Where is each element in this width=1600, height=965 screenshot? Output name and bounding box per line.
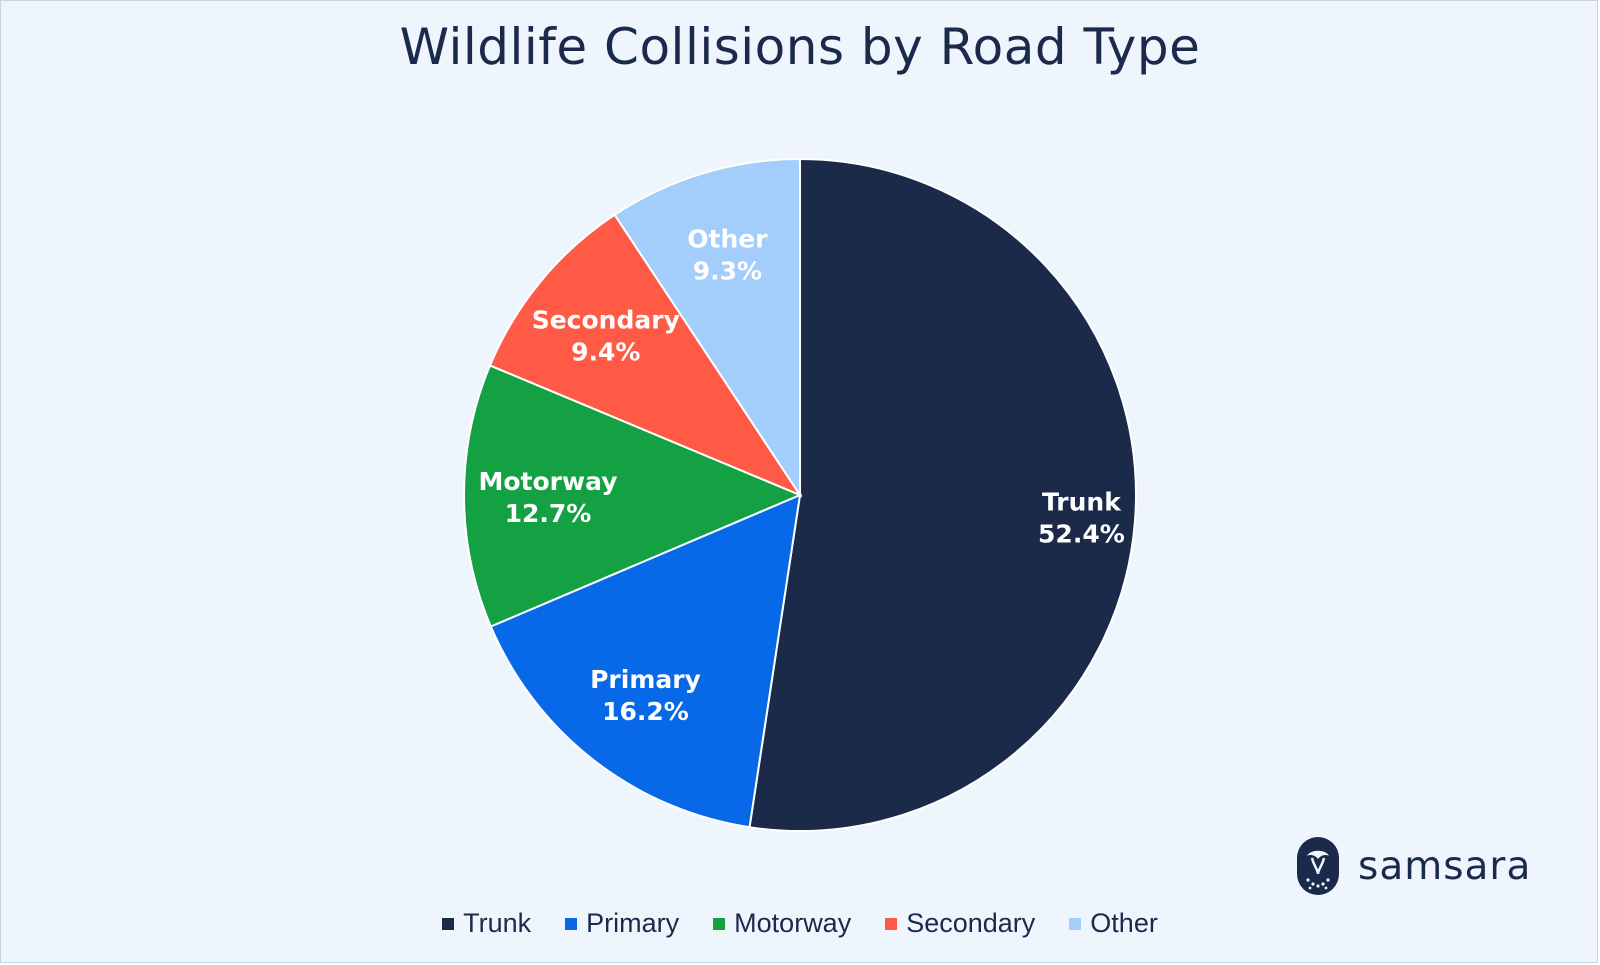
slice-label-secondary: Secondary [532,305,680,334]
slice-value-primary: 16.2% [602,697,689,726]
legend-label: Motorway [734,908,852,938]
legend-swatch [885,917,898,930]
slice-label-trunk: Trunk [1042,487,1122,516]
brand-logo: samsara [1296,836,1531,896]
legend-item-motorway: Motorway [713,908,851,939]
slice-label-other: Other [687,225,768,254]
legend-label: Secondary [906,908,1036,938]
slice-value-other: 9.3% [693,257,762,286]
legend-item-primary: Primary [565,908,679,939]
legend-swatch [1069,917,1082,930]
slice-label-motorway: Motorway [478,467,617,496]
legend: Trunk Primary Motorway Secondary Other [0,908,1600,939]
chart-title: Wildlife Collisions by Road Type [399,18,1201,76]
slice-value-trunk: 52.4% [1038,519,1125,548]
legend-label: Trunk [463,908,532,938]
legend-label: Other [1090,908,1158,938]
pie-slice-trunk [748,157,1137,832]
slice-label-primary: Primary [590,665,701,694]
slice-value-secondary: 9.4% [571,337,640,366]
legend-swatch [565,917,578,930]
pie-slice-secondary [488,213,803,498]
pie-slice-other [613,157,801,499]
pie-slice-primary [489,493,802,829]
slice-value-motorway: 12.7% [505,499,592,528]
brand-name: samsara [1358,843,1532,889]
legend-swatch [442,917,455,930]
legend-label: Primary [586,908,680,938]
legend-swatch [713,917,726,930]
legend-item-secondary: Secondary [885,908,1035,939]
owl-icon [1297,837,1339,895]
legend-item-trunk: Trunk [442,908,531,939]
pie-slice-motorway [462,364,803,628]
legend-item-other: Other [1069,908,1158,939]
